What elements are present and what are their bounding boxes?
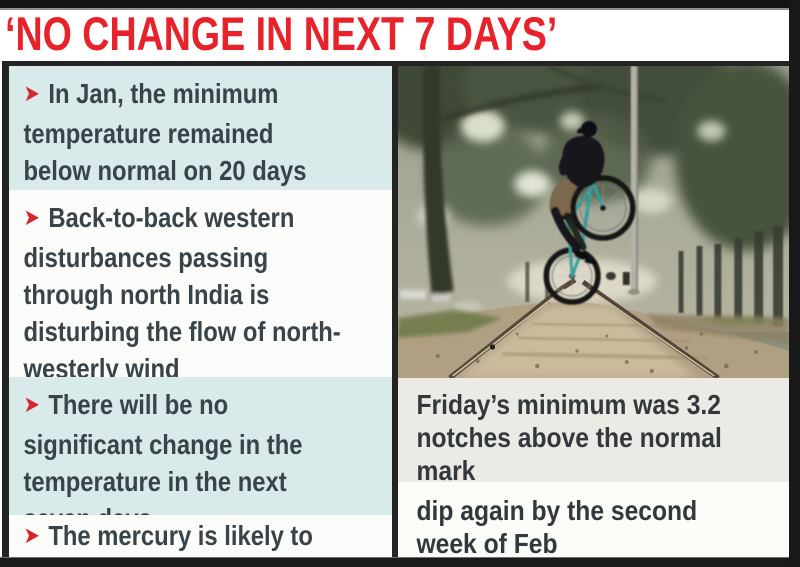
bullet-item: ➤ The mercury is likely to — [9, 515, 392, 557]
panel-left-border — [2, 61, 9, 558]
bullet-arrow-icon: ➤ — [23, 392, 40, 418]
column-divider — [392, 61, 398, 558]
photo-caption-primary: Friday’s minimum was 3.2 notches above t… — [398, 378, 789, 484]
bullet-text: Back-to-back western disturbances passin… — [23, 202, 341, 377]
photo-pole — [627, 66, 640, 295]
bullet-arrow-icon: ➤ — [23, 523, 40, 549]
photo-illustration — [398, 66, 789, 378]
photo-rider — [543, 121, 636, 305]
bottom-rule-bar — [0, 557, 800, 567]
bullet-text: The mercury is likely to — [48, 520, 313, 551]
photo-bird — [489, 344, 496, 350]
headline: ‘NO CHANGE IN NEXT 7 DAYS’ — [5, 7, 558, 60]
photo-caption-secondary: dip again by the second week of Feb — [398, 482, 789, 557]
bullet-item: ➤ There will be no significant change in … — [9, 377, 392, 515]
news-photo — [398, 66, 789, 378]
top-rule-bar — [0, 0, 800, 10]
photo-rails — [448, 277, 720, 378]
bullet-text: In Jan, the minimum temperature remained… — [23, 78, 307, 186]
bullet-text: There will be no significant change in t… — [23, 389, 303, 515]
bullet-item: ➤ Back-to-back western disturbances passi… — [9, 190, 392, 377]
caption-text: dip again by the second week of Feb — [416, 495, 698, 557]
right-rule-bar — [789, 0, 800, 567]
caption-text: Friday’s minimum was 3.2 notches above t… — [416, 389, 722, 484]
bullet-arrow-icon: ➤ — [23, 81, 40, 107]
bullet-item: ➤ In Jan, the minimum temperature remaine… — [9, 66, 392, 190]
bullet-arrow-icon: ➤ — [23, 205, 40, 231]
photo-ground — [398, 272, 789, 378]
